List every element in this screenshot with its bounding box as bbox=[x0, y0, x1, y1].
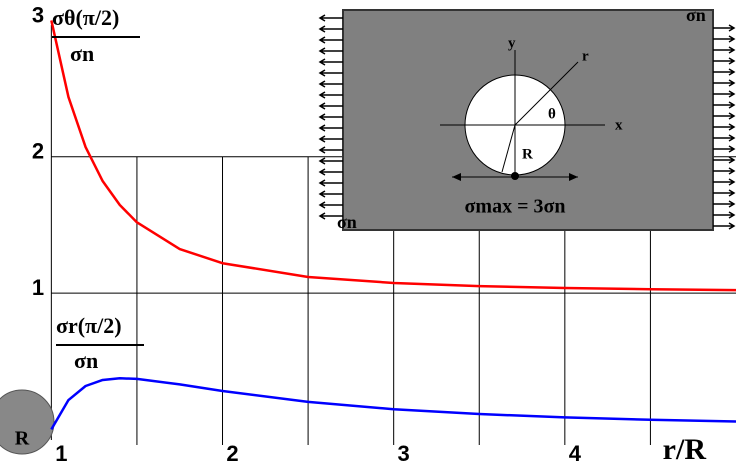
arrow bbox=[713, 68, 736, 76]
arrow bbox=[713, 35, 736, 43]
radius-label: R bbox=[522, 146, 533, 162]
arrow bbox=[713, 178, 736, 186]
arrow bbox=[318, 135, 343, 143]
x-tick-label: 3 bbox=[398, 441, 410, 466]
x-tick-label: 2 bbox=[226, 441, 238, 466]
arrow bbox=[713, 57, 736, 65]
max-point bbox=[511, 172, 519, 180]
arrow bbox=[713, 200, 736, 208]
series-denominator: σn bbox=[70, 41, 94, 66]
sigma-n-left: σn bbox=[337, 212, 357, 232]
y-label: y bbox=[508, 35, 516, 51]
arrow bbox=[713, 46, 736, 54]
series-line bbox=[50, 377, 736, 431]
arrow bbox=[318, 157, 343, 165]
arrow bbox=[318, 212, 343, 220]
arrow bbox=[318, 25, 343, 33]
sigma-n-right: σn bbox=[686, 5, 706, 25]
series-denominator: σn bbox=[74, 348, 98, 373]
load-arrows bbox=[318, 14, 736, 230]
arrow bbox=[318, 80, 343, 88]
arrow bbox=[318, 47, 343, 55]
y-tick-label: 3 bbox=[32, 2, 44, 27]
hole-shape bbox=[0, 389, 55, 455]
arrow bbox=[318, 14, 343, 22]
arrow bbox=[713, 101, 736, 109]
theta-label: θ bbox=[548, 106, 556, 122]
arrow bbox=[318, 91, 343, 99]
x-tick-label: 1 bbox=[55, 441, 67, 466]
arrow bbox=[713, 189, 736, 197]
arrow bbox=[713, 134, 736, 142]
arrow bbox=[318, 69, 343, 77]
arrow bbox=[713, 79, 736, 87]
arrow bbox=[713, 211, 736, 219]
r-line bbox=[514, 61, 579, 126]
hole-label: R bbox=[15, 428, 30, 450]
arrow bbox=[318, 179, 343, 187]
arrow bbox=[318, 168, 343, 176]
arrow bbox=[318, 124, 343, 132]
arrow bbox=[713, 123, 736, 131]
arrow bbox=[318, 146, 343, 154]
arrow bbox=[713, 145, 736, 153]
series-line bbox=[50, 20, 736, 292]
arrow bbox=[713, 24, 736, 32]
arrow bbox=[713, 90, 736, 98]
plot bbox=[50, 20, 736, 431]
y-tick-label: 1 bbox=[32, 275, 44, 300]
arrow bbox=[713, 222, 736, 230]
x-tick-label: 4 bbox=[569, 441, 582, 466]
sigma-max: σmax = 3σn bbox=[465, 196, 566, 218]
series-label: σr(π/2) bbox=[56, 313, 122, 338]
arrow bbox=[318, 113, 343, 121]
arrow bbox=[318, 58, 343, 66]
series-label: σθ(π/2) bbox=[52, 5, 119, 30]
arrow bbox=[713, 112, 736, 120]
inset: y r θ x R σmax = 3σn σn σn bbox=[318, 5, 736, 232]
arrow bbox=[318, 190, 343, 198]
arrow bbox=[318, 36, 343, 44]
x-label: x bbox=[615, 117, 623, 133]
arrow bbox=[318, 102, 343, 110]
x-axis-label: r/R bbox=[663, 433, 707, 466]
radius bbox=[501, 124, 516, 173]
y-tick-label: 2 bbox=[32, 139, 44, 164]
arrow bbox=[713, 167, 736, 175]
r-label: r bbox=[582, 48, 589, 64]
arrow bbox=[318, 201, 343, 209]
arrow bbox=[713, 156, 736, 164]
